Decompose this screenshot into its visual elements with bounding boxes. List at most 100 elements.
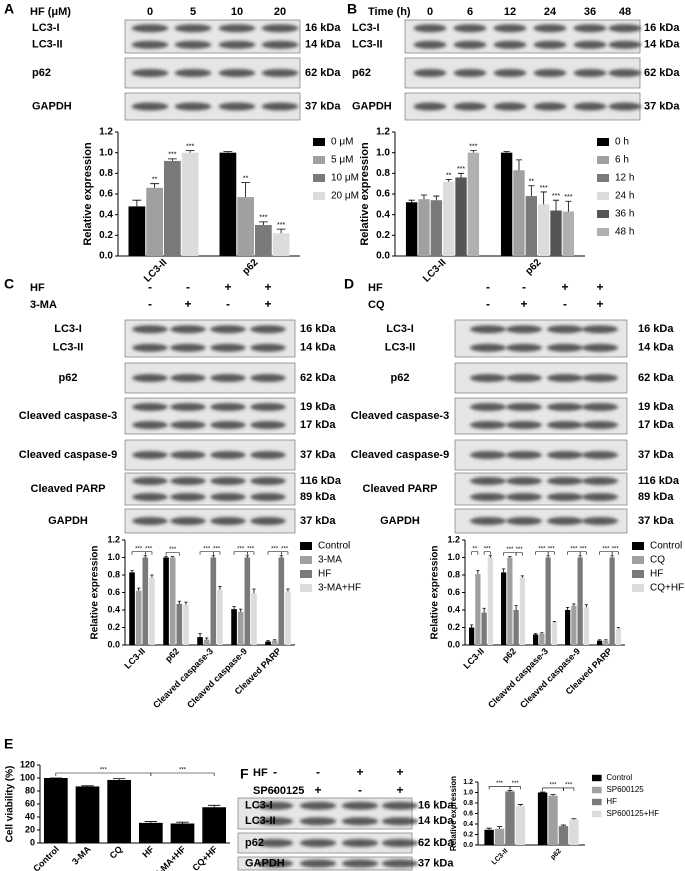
error-bar: [486, 827, 492, 830]
band: [533, 69, 567, 77]
legend-label: 3-MA: [318, 555, 342, 566]
treatment-mark: +: [596, 297, 603, 311]
legend-swatch: [313, 192, 325, 200]
bar: [507, 557, 513, 645]
legend-swatch: [632, 584, 644, 592]
x-tick-label: LC3-II: [461, 646, 486, 671]
band: [493, 69, 527, 77]
y-tick-label: 0.2: [463, 831, 473, 838]
error-bar: [176, 821, 189, 824]
error-bar: [150, 574, 154, 578]
band: [170, 343, 206, 352]
band: [132, 451, 168, 459]
y-tick-label: 40: [25, 811, 35, 821]
y-tick-label: 0.4: [447, 604, 460, 614]
error-bar: [610, 555, 614, 558]
comparison-label: ***: [612, 546, 620, 552]
lane-label: 0: [147, 6, 153, 18]
error-bar: [584, 604, 588, 608]
bar: [475, 574, 481, 645]
band: [581, 477, 619, 485]
treatment-label: 3-MA: [30, 299, 57, 311]
band: [493, 102, 527, 111]
comparison-label: ***: [512, 781, 520, 787]
error-bar: [539, 791, 546, 793]
band: [341, 859, 379, 868]
kda-label: 14 kDa: [418, 815, 454, 827]
band: [250, 493, 286, 501]
legend-swatch: [597, 156, 609, 164]
band-label: LC3-II: [352, 39, 383, 51]
error-bar: [130, 570, 134, 573]
error-bar: [211, 555, 215, 558]
bar: [163, 557, 169, 645]
bar: [571, 605, 577, 645]
y-tick-label: 0.8: [99, 168, 113, 179]
error-bar: [164, 556, 168, 558]
bar: [231, 609, 237, 645]
band: [256, 859, 294, 868]
kda-label: 37 kDa: [644, 100, 680, 112]
x-tick-label: LC3-II: [142, 257, 170, 285]
bar: [237, 611, 244, 645]
bar: [183, 604, 189, 645]
band: [546, 421, 584, 429]
kda-label: 16 kDa: [644, 22, 680, 34]
band-label: LC3-I: [245, 800, 273, 812]
band: [581, 517, 619, 525]
bar: [583, 607, 589, 645]
panel-letter: C: [4, 276, 14, 292]
legend-label: 12 h: [615, 173, 634, 184]
band-label: LC3-I: [386, 323, 414, 335]
legend-label: CQ: [650, 555, 665, 566]
bar: [505, 791, 515, 845]
y-axis-label: Relative expression: [82, 142, 94, 246]
bar: [539, 633, 545, 645]
error-bar: [565, 200, 572, 212]
bar: [537, 792, 548, 845]
kda-label: 14 kDa: [300, 342, 336, 354]
bar: [500, 152, 513, 256]
panel-letter: E: [4, 736, 13, 752]
band: [469, 343, 507, 352]
band: [256, 839, 294, 847]
treatment-label: CQ: [368, 299, 385, 311]
significance: **: [446, 172, 452, 179]
bar: [265, 641, 271, 645]
treatment-label: HF: [368, 282, 383, 294]
band: [218, 102, 256, 111]
comparison-label: **: [472, 546, 477, 552]
legend-swatch: [597, 210, 609, 218]
bar: [146, 187, 163, 256]
error-bar: [488, 555, 492, 558]
band: [261, 102, 299, 111]
band: [250, 451, 286, 459]
error-bar: [420, 194, 428, 200]
error-bar: [198, 633, 202, 638]
error-bar: [286, 588, 290, 592]
error-bar: [232, 606, 236, 610]
comparison-label: ***: [203, 546, 211, 552]
bar: [75, 786, 100, 843]
treatment-mark: -: [486, 280, 490, 294]
treatment-mark: +: [356, 765, 363, 779]
band: [132, 325, 168, 334]
y-tick-label: 1.2: [107, 534, 120, 544]
kda-label: 16 kDa: [305, 22, 341, 34]
kda-label: 19 kDa: [638, 401, 674, 413]
kda-label: 16 kDa: [418, 800, 454, 812]
x-tick-label: LC3-II: [122, 646, 147, 671]
band: [299, 801, 337, 810]
error-bar: [616, 627, 620, 629]
band-label: GAPDH: [380, 515, 420, 527]
band: [546, 343, 584, 352]
error-bar: [445, 179, 452, 182]
lane-label: 10: [231, 6, 243, 18]
y-tick-label: 20: [25, 824, 35, 834]
treatment-mark: -: [226, 297, 230, 311]
y-tick-label: 0.0: [107, 639, 120, 649]
y-tick-label: 0.2: [107, 622, 120, 632]
band: [505, 325, 543, 334]
error-bar: [241, 182, 251, 198]
kda-label: 14 kDa: [305, 39, 341, 51]
